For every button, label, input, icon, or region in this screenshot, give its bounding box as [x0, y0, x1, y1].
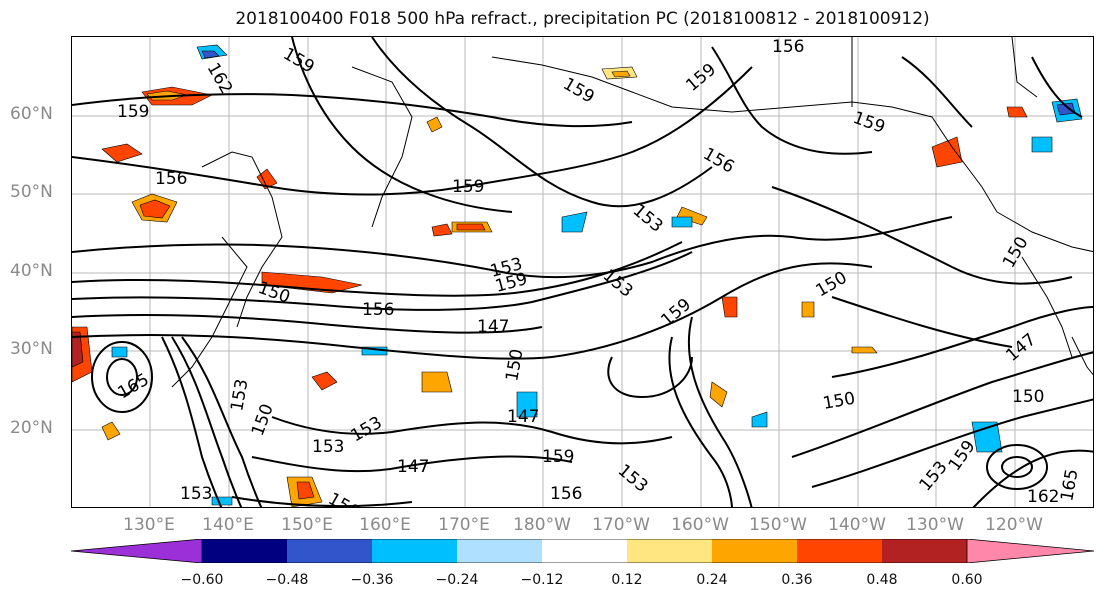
contour-label: 165: [1057, 467, 1082, 502]
colorbar-segment: [966, 539, 1095, 563]
colorbar-segment: [882, 539, 967, 563]
lon-label: 170°E: [438, 515, 490, 535]
colorbar-segment: [542, 539, 627, 563]
lon-label: 180°W: [513, 515, 571, 535]
contour-label: 150: [248, 401, 278, 438]
colorbar-tick: −0.24: [435, 572, 479, 588]
map-panel[interactable]: 156 159 162 159 159 156 159 159 156 159 …: [71, 36, 1094, 508]
colorbar-tick: −0.48: [265, 572, 309, 588]
contour-label: 162: [1027, 487, 1059, 507]
precipitation-patches: [72, 44, 1083, 507]
contour-label: 156: [772, 37, 804, 57]
contour-label: 156: [155, 169, 187, 189]
map-canvas: 156 159 162 159 159 156 159 159 156 159 …: [72, 37, 1093, 508]
colorbar-tick: −0.12: [520, 572, 564, 588]
lat-label: 50°N: [10, 182, 53, 202]
colorbar-tick: 0.60: [951, 572, 983, 588]
colorbar-segment: [627, 539, 712, 563]
contour-label: 153: [180, 484, 212, 504]
lat-label: 30°N: [10, 339, 53, 359]
lat-label: 20°N: [10, 418, 53, 438]
contour-label: 147: [477, 317, 509, 337]
contour-label: 150: [1012, 387, 1044, 407]
colorbar-segment: [202, 539, 287, 563]
contour-label: 156: [550, 484, 582, 504]
contour-label: 159: [280, 44, 318, 78]
colorbar-tick: 0.12: [611, 572, 643, 588]
contour-label: 147: [1002, 330, 1040, 366]
lon-label: 160°E: [359, 515, 411, 535]
lon-label: 160°W: [671, 515, 729, 535]
contour-label: 159: [542, 447, 574, 467]
contour-label: 159: [560, 74, 598, 108]
contour-label: 159: [682, 60, 720, 96]
colorbar-tick: 0.24: [696, 572, 728, 588]
refractivity-contours: [72, 37, 1093, 507]
lon-label: 130°W: [906, 515, 964, 535]
contour-label: 147: [397, 457, 429, 477]
colorbar-segment: [797, 539, 882, 563]
lon-label: 150°E: [281, 515, 333, 535]
contour-label: 162: [203, 60, 237, 98]
lon-label: 120°W: [985, 515, 1043, 535]
lon-label: 140°E: [202, 515, 254, 535]
colorbar-tick: 0.36: [781, 572, 813, 588]
lon-label: 140°W: [828, 515, 886, 535]
colorbar: [71, 539, 1095, 563]
graticule: [72, 37, 1093, 507]
contour-label: 156: [325, 489, 363, 508]
contour-label: 156: [362, 300, 394, 320]
contour-label: 147: [507, 407, 539, 427]
lat-label: 60°N: [10, 104, 53, 124]
lat-label: 40°N: [10, 261, 53, 281]
contour-label: 159: [850, 108, 887, 138]
colorbar-segment: [712, 539, 797, 563]
contour-label: 150: [502, 347, 527, 382]
colorbar-segment: [287, 539, 372, 563]
contour-label: 153: [348, 413, 386, 447]
contour-label: 159: [452, 177, 484, 197]
colorbar-segment: [457, 539, 542, 563]
lon-label: 130°E: [123, 515, 175, 535]
colorbar-segment: [71, 539, 203, 563]
colorbar-tick: 0.48: [866, 572, 898, 588]
colorbar-segment: [372, 539, 457, 563]
contour-label: 159: [117, 102, 149, 122]
contour-label: 153: [227, 377, 252, 412]
colorbar-tick: −0.36: [350, 572, 394, 588]
contour-label: 150: [821, 389, 856, 414]
map-title: 2018100400 F018 500 hPa refract., precip…: [235, 9, 930, 29]
colorbar-tick: −0.60: [180, 572, 224, 588]
lon-label: 150°W: [749, 515, 807, 535]
contour-label: 153: [599, 266, 637, 302]
contour-label: 153: [312, 437, 344, 457]
contour-label: 153: [614, 461, 652, 497]
lon-label: 170°W: [592, 515, 650, 535]
